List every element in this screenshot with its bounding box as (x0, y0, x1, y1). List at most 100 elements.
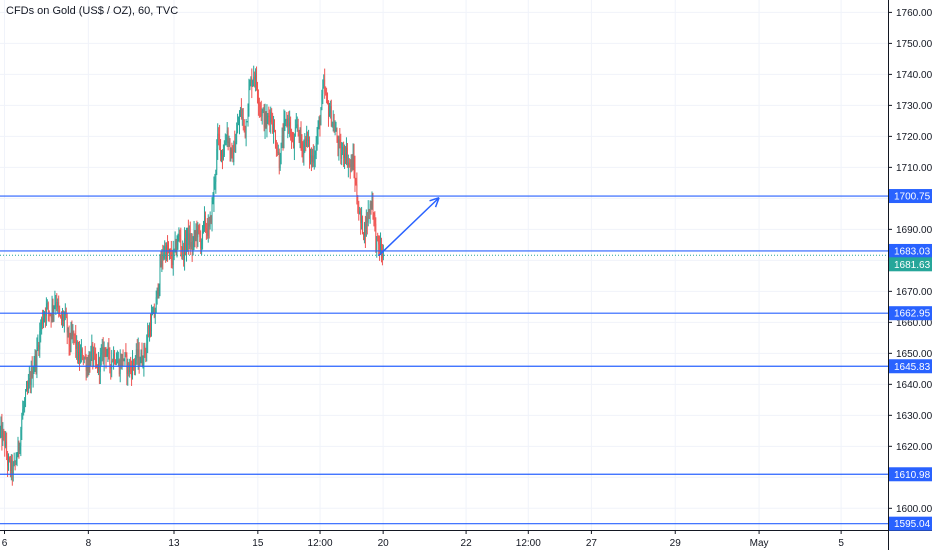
candle-body (144, 346, 145, 353)
candle-body (118, 360, 119, 362)
candle-body (48, 303, 49, 310)
candle-body (278, 152, 279, 153)
price-tick-label: 1720.00 (896, 132, 932, 143)
candle-body (146, 344, 147, 354)
candle-body (286, 120, 287, 127)
candle-body (270, 112, 271, 122)
candle-body (9, 459, 10, 461)
time-tick-label: 12:00 (516, 538, 541, 549)
candle-body (208, 223, 209, 235)
candle-body (281, 143, 282, 164)
candle-body (4, 433, 5, 446)
candle-body (140, 362, 141, 364)
candle-body (11, 460, 12, 471)
price-tick-label: 1690.00 (896, 225, 932, 236)
candle-body (285, 120, 286, 121)
candle-body (105, 348, 106, 349)
time-tick-label: 6 (2, 538, 8, 549)
candle-body (377, 236, 378, 237)
candle-body (298, 125, 299, 131)
candle-body (46, 304, 47, 316)
candle-body (168, 252, 169, 253)
candle-body (341, 153, 342, 159)
candle-body (191, 242, 192, 247)
time-tick-label: 20 (378, 538, 390, 549)
candle-body (2, 431, 3, 442)
candle-body (141, 353, 142, 363)
candle-body (197, 225, 198, 237)
candle-body (221, 150, 222, 155)
candle-body (112, 361, 113, 362)
candle-body (340, 143, 341, 159)
candle-body (90, 359, 91, 366)
candle-body (6, 442, 7, 456)
candle-body (30, 378, 31, 385)
candle-body (292, 137, 293, 140)
candle-body (372, 200, 373, 209)
candle-body (152, 314, 153, 315)
price-tick-label: 1760.00 (896, 8, 932, 19)
price-tick-label: 1620.00 (896, 442, 932, 453)
candle-body (288, 118, 289, 126)
candle-body (320, 110, 321, 125)
candle-body (71, 332, 72, 347)
candle-body (368, 209, 369, 222)
candle-body (143, 365, 144, 366)
candle-body (363, 234, 364, 235)
candle-body (343, 147, 344, 158)
candle-body (198, 225, 199, 231)
candle-body (19, 446, 20, 450)
candle-body (199, 231, 200, 237)
candle-body (229, 142, 230, 143)
candle-body (196, 229, 197, 237)
candle-body (226, 140, 227, 142)
candle-body (327, 95, 328, 103)
candle-body (171, 252, 172, 261)
candle-body (373, 200, 374, 213)
price-tick-label: 1750.00 (896, 39, 932, 50)
candle-body (223, 155, 224, 159)
candle-body (266, 114, 267, 127)
candle-body (17, 457, 18, 461)
level-label: 1645.83 (894, 362, 931, 373)
candle-body (43, 318, 44, 323)
candle-body (158, 288, 159, 295)
candle-body (37, 345, 38, 347)
candle-body (258, 98, 259, 105)
candle-body (36, 354, 37, 366)
candle-body (376, 236, 377, 250)
candle-body (80, 353, 81, 361)
candle-body (27, 389, 28, 390)
candle-body (138, 350, 139, 358)
candle-body (348, 163, 349, 166)
candle-body (353, 155, 354, 169)
candle-body (220, 139, 221, 155)
candle-body (354, 155, 355, 167)
price-tick-label: 1740.00 (896, 70, 932, 81)
candle-body (15, 461, 16, 462)
candle-body (216, 149, 217, 170)
candle-body (31, 368, 32, 385)
candle-body (336, 130, 337, 131)
candle-body (245, 126, 246, 137)
candle-body (322, 87, 323, 94)
candle-body (233, 142, 234, 162)
candle-body (142, 353, 143, 365)
candle-body (85, 357, 86, 358)
candle-body (290, 122, 291, 136)
candle-body (364, 224, 365, 235)
candle-body (240, 109, 241, 117)
candle-body (264, 110, 265, 128)
candle-body (294, 136, 295, 148)
candle-body (25, 391, 26, 400)
time-tick-label: 22 (461, 538, 473, 549)
candle-body (370, 204, 371, 212)
candle-body (308, 140, 309, 141)
candle-body (53, 304, 54, 310)
candle-body (334, 122, 335, 132)
candle-body (236, 132, 237, 142)
candle-body (302, 143, 303, 149)
candle-body (149, 326, 150, 336)
candle-body (326, 93, 327, 95)
candle-body (366, 217, 367, 236)
